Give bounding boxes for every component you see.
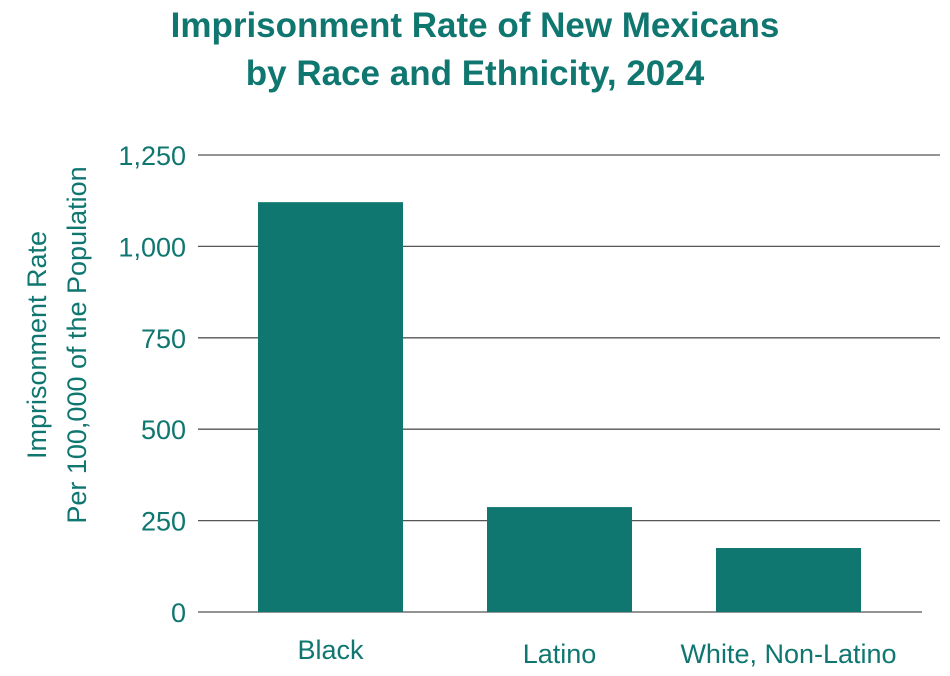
x-category-label: White, Non-Latino bbox=[680, 639, 896, 669]
x-category-labels: Black Latino White, Non-Latino bbox=[297, 635, 896, 669]
bar-white-non-latino bbox=[716, 548, 861, 612]
y-axis-label-line-1: Imprisonment Rate bbox=[22, 231, 52, 459]
x-category-label: Black bbox=[297, 635, 364, 665]
chart-title-line-1: Imprisonment Rate of New Mexicans bbox=[170, 6, 780, 45]
y-axis-label-line-2: Per 100,000 of the Population bbox=[62, 166, 92, 523]
y-tick-label: 1,000 bbox=[118, 232, 186, 262]
y-tick-labels: 0 250 500 750 1,000 1,250 bbox=[118, 141, 186, 628]
chart-title: Imprisonment Rate of New Mexicans by Rac… bbox=[0, 2, 950, 98]
chart-title-line-2: by Race and Ethnicity, 2024 bbox=[245, 54, 705, 93]
bar-latino bbox=[487, 507, 632, 612]
bar-black bbox=[258, 202, 403, 612]
bars bbox=[258, 202, 861, 612]
x-category-label: Latino bbox=[523, 639, 597, 669]
y-tick-label: 1,250 bbox=[118, 141, 186, 171]
y-tick-label: 250 bbox=[141, 507, 186, 537]
y-tick-label: 0 bbox=[171, 598, 186, 628]
y-tick-label: 750 bbox=[141, 324, 186, 354]
y-tick-label: 500 bbox=[141, 415, 186, 445]
